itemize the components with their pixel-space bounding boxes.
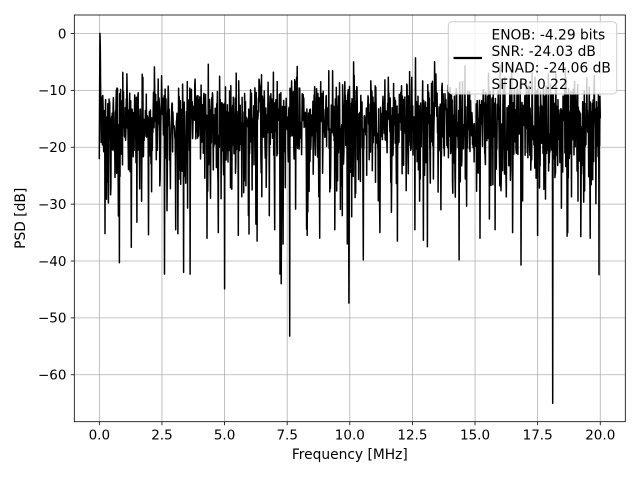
x-tick-label: 0.0	[89, 428, 110, 444]
x-tick-label: 12.5	[397, 428, 427, 444]
y-tick-label: −50	[38, 311, 67, 327]
x-tick-label: 7.5	[276, 428, 297, 444]
y-axis-label: PSD [dB]	[13, 188, 29, 249]
legend-sfdr-label: SFDR: 0.22	[492, 77, 568, 93]
legend-box	[447, 21, 618, 95]
x-tick-label: 17.5	[523, 428, 553, 444]
y-tick-label: −20	[38, 140, 67, 156]
x-tick-label: 15.0	[460, 428, 490, 444]
x-axis-label: Frequency [MHz]	[292, 447, 408, 463]
legend-enob-label: ENOB: -4.29 bits	[492, 28, 606, 44]
legend-snr-label: SNR: -24.03 dB	[492, 44, 596, 60]
legend-sinad-label: SINAD: -24.06 dB	[492, 61, 611, 77]
x-tick-label: 5.0	[214, 428, 235, 444]
x-tick-label: 20.0	[585, 428, 615, 444]
y-tick-label: −40	[38, 254, 67, 270]
signal-layer	[98, 32, 602, 404]
psd-signal-line	[98, 32, 602, 404]
y-tick-label: −10	[38, 83, 67, 99]
x-tick-label: 10.0	[335, 428, 365, 444]
y-tick-label: −30	[38, 197, 67, 213]
x-tick-label: 2.5	[151, 428, 172, 444]
y-tick-label: 0	[58, 26, 67, 42]
axes-layer: 0.0 2.5 5.0 7.5 10.0 12.5 15.0 17.5 20.0 0 −10 −20 −…	[38, 14, 626, 444]
legend: ENOB: -4.29 bits SNR: -24.03 dB SINAD: -…	[447, 21, 618, 95]
y-tick-label: −60	[38, 368, 67, 384]
